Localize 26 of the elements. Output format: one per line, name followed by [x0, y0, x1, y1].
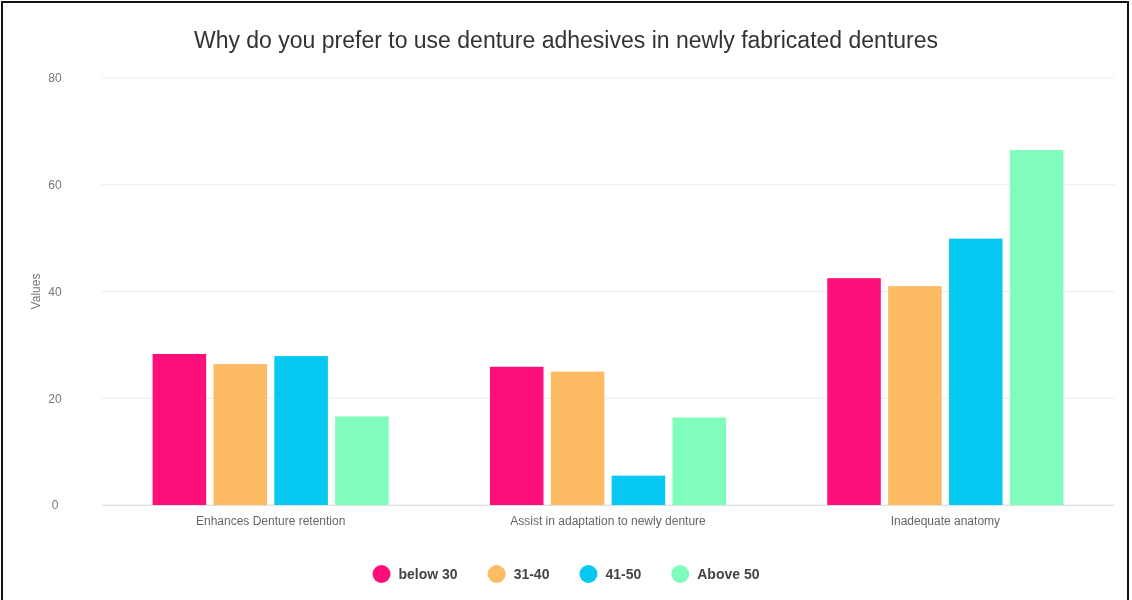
x-tick-label: Assist in adaptation to newly denture — [510, 513, 707, 528]
bar — [827, 278, 881, 505]
chart-title: Why do you prefer to use denture adhesives in newly fabricated dentures — [193, 27, 939, 53]
y-tick-label: 20 — [48, 391, 62, 406]
bar — [611, 475, 666, 505]
y-axis-title: Values — [29, 273, 43, 310]
bar — [1009, 150, 1064, 505]
y-tick-label: 80 — [48, 71, 62, 86]
legend-label: 31-40 — [513, 566, 550, 582]
bar — [152, 353, 207, 505]
bar — [213, 364, 268, 505]
bar — [489, 366, 544, 505]
bar — [335, 416, 389, 505]
bar — [888, 286, 942, 505]
x-tick-label: Enhances Denture retention — [195, 513, 346, 528]
bar — [948, 238, 1003, 505]
bar — [550, 371, 605, 505]
legend-label: below 30 — [398, 566, 458, 582]
y-tick-label: 40 — [48, 284, 62, 299]
legend-label: 41-50 — [605, 566, 642, 582]
y-tick-label: 60 — [48, 178, 62, 193]
bar — [672, 417, 727, 505]
y-tick-label: 0 — [51, 498, 59, 513]
legend-label: Above 50 — [697, 566, 760, 582]
bar — [274, 356, 328, 505]
x-tick-label: Inadequate anatomy — [890, 513, 1001, 528]
